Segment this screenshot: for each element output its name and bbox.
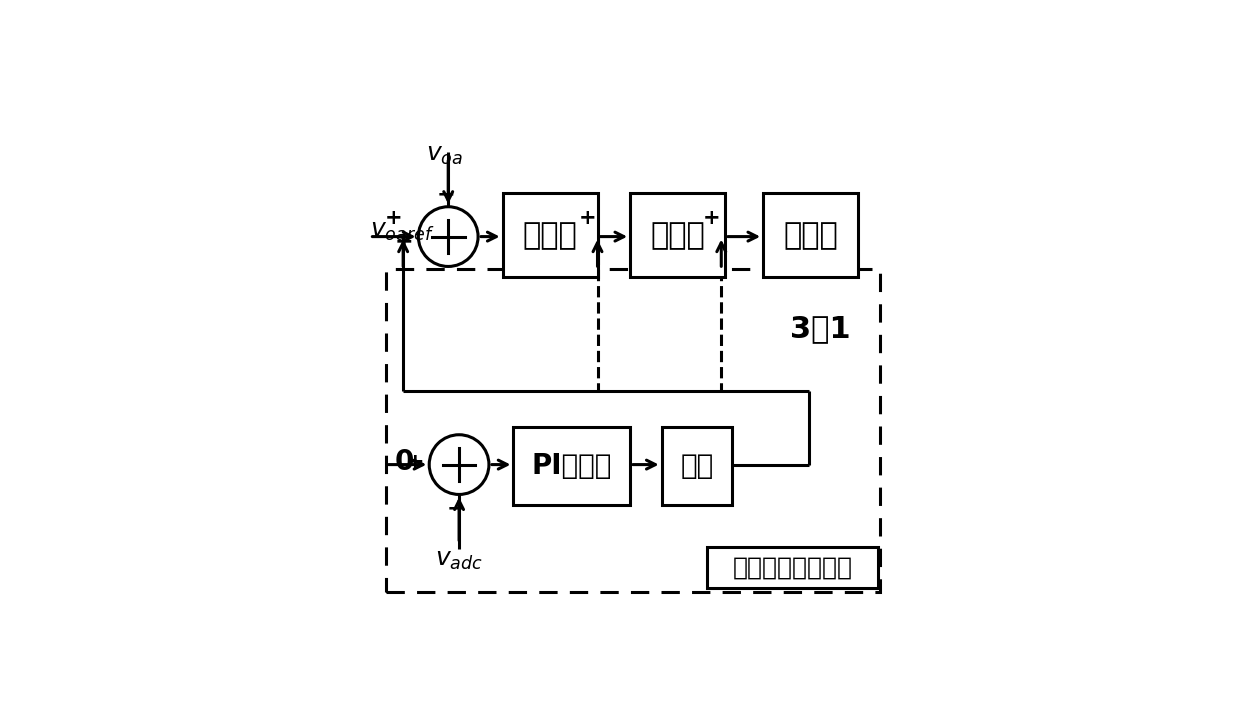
FancyBboxPatch shape xyxy=(763,193,858,277)
FancyBboxPatch shape xyxy=(630,193,725,277)
Text: $v_{oaref}$: $v_{oaref}$ xyxy=(370,219,434,243)
Text: +: + xyxy=(579,209,596,228)
Text: $v_{oa}$: $v_{oa}$ xyxy=(425,143,463,167)
FancyBboxPatch shape xyxy=(513,427,630,505)
Text: −: − xyxy=(436,184,455,204)
Text: 直流分量抑制模块: 直流分量抑制模块 xyxy=(733,556,853,580)
Text: 3选1: 3选1 xyxy=(790,314,851,343)
Text: 电流环: 电流环 xyxy=(650,221,706,250)
FancyBboxPatch shape xyxy=(708,547,878,588)
FancyBboxPatch shape xyxy=(662,427,732,505)
Text: −: − xyxy=(448,499,466,519)
Text: 逆变器: 逆变器 xyxy=(784,221,838,250)
Text: PI控制器: PI控制器 xyxy=(532,452,611,480)
Text: 限幅: 限幅 xyxy=(681,452,713,480)
Text: +: + xyxy=(394,232,413,252)
Text: +: + xyxy=(703,209,720,228)
Text: $v_{adc}$: $v_{adc}$ xyxy=(435,548,484,572)
FancyBboxPatch shape xyxy=(502,193,598,277)
Text: 电压环: 电压环 xyxy=(522,221,578,250)
Text: +: + xyxy=(384,209,402,228)
Text: +: + xyxy=(405,452,424,472)
Text: 0: 0 xyxy=(396,448,414,476)
Circle shape xyxy=(429,435,489,494)
Circle shape xyxy=(418,207,479,266)
